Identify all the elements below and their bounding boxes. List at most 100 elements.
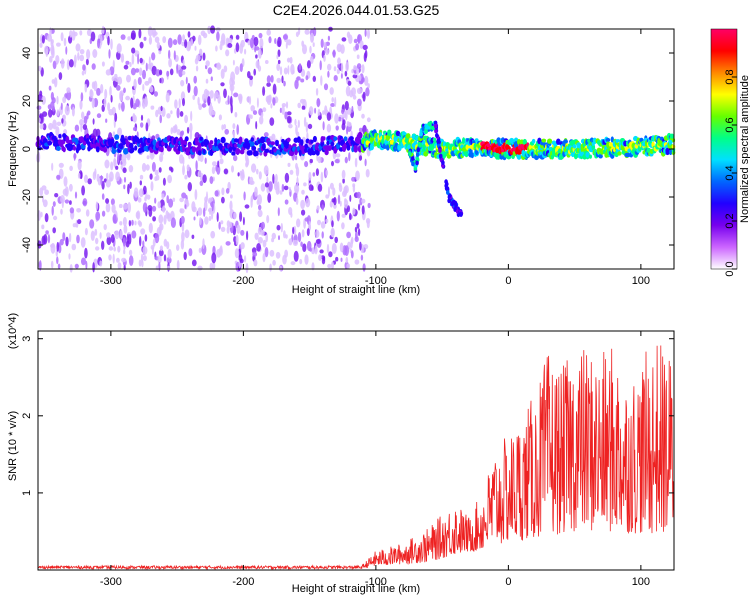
- noise-blob: [277, 207, 280, 217]
- noise-blob: [338, 184, 343, 192]
- noise-blob: [319, 249, 324, 254]
- noise-blob: [172, 197, 176, 202]
- noise-blob: [155, 174, 160, 181]
- noise-blob: [116, 257, 120, 263]
- noise-blob: [77, 160, 82, 171]
- noise-blob: [356, 223, 360, 229]
- noise-blob: [302, 243, 307, 252]
- noise-blob: [204, 216, 209, 225]
- noise-blob: [180, 215, 185, 224]
- noise-blob: [352, 184, 356, 193]
- noise-blob: [137, 197, 142, 203]
- noise-blob: [344, 70, 348, 77]
- branch-cell: [416, 147, 421, 153]
- noise-blob: [41, 185, 47, 191]
- noise-blob: [131, 47, 136, 54]
- band-cell: [202, 148, 206, 154]
- noise-blob: [351, 176, 356, 182]
- noise-blob: [286, 115, 292, 124]
- branch-cell: [417, 141, 422, 147]
- noise-blob: [233, 92, 239, 98]
- noise-blob: [265, 60, 269, 64]
- noise-blob: [300, 241, 303, 247]
- noise-blob: [120, 34, 126, 40]
- noise-blob: [205, 60, 210, 67]
- spectrogram-x-ticks: -300 -200 -100 0 100: [100, 29, 650, 287]
- band-cell: [231, 151, 236, 156]
- noise-blob: [261, 111, 264, 118]
- noise-blob: [283, 185, 289, 191]
- noise-blob: [294, 79, 299, 90]
- noise-blob: [221, 33, 226, 45]
- noise-blob: [74, 191, 78, 199]
- noise-blob: [256, 199, 260, 205]
- noise-blob: [320, 38, 324, 48]
- noise-blob: [202, 174, 207, 184]
- band-cell: [343, 136, 348, 142]
- noise-blob: [101, 180, 105, 190]
- noise-blob: [254, 186, 258, 197]
- noise-blob: [263, 132, 269, 138]
- noise-blob: [139, 180, 142, 186]
- noise-blob: [210, 25, 216, 34]
- noise-blob: [346, 126, 349, 135]
- noise-blob: [112, 214, 117, 224]
- noise-blob: [316, 97, 321, 108]
- noise-blob: [300, 199, 305, 210]
- noise-blob: [245, 157, 250, 167]
- noise-blob: [85, 260, 88, 270]
- branch-cell: [428, 121, 432, 127]
- noise-blob: [331, 243, 337, 254]
- noise-blob: [84, 83, 88, 93]
- noise-blob: [333, 75, 338, 82]
- noise-blob: [96, 87, 101, 96]
- noise-blob: [279, 190, 283, 195]
- noise-blob: [328, 251, 333, 258]
- noise-blob: [340, 62, 344, 73]
- snr-y-ticks: 1 2 3: [21, 336, 674, 496]
- noise-blob: [320, 75, 323, 86]
- noise-blob: [105, 118, 108, 123]
- noise-blob: [123, 203, 128, 210]
- band-cell: [199, 136, 203, 141]
- noise-blob: [293, 250, 299, 262]
- noise-blob: [312, 172, 316, 177]
- band-cell: [174, 143, 179, 148]
- noise-blob: [176, 259, 180, 270]
- noise-blob: [113, 157, 117, 167]
- noise-blob: [42, 199, 48, 208]
- noise-blob: [92, 128, 98, 138]
- noise-blob: [118, 103, 121, 111]
- noise-blob: [147, 26, 153, 37]
- noise-blob: [79, 49, 85, 55]
- noise-blob: [154, 36, 160, 43]
- noise-blob: [236, 224, 241, 234]
- colorbar-ticks: 0.0 0.2 0.4 0.6 0.8: [724, 69, 737, 277]
- noise-blob: [209, 207, 212, 216]
- noise-blob: [294, 184, 300, 194]
- noise-blob: [187, 182, 192, 192]
- noise-blob: [53, 215, 58, 221]
- band-cell: [220, 136, 226, 144]
- noise-blob: [255, 54, 258, 59]
- noise-blob: [281, 75, 284, 84]
- noise-blob: [284, 199, 289, 205]
- noise-blob: [217, 160, 220, 168]
- branch-cell: [438, 148, 442, 154]
- band-cell: [312, 135, 317, 143]
- noise-blob: [314, 107, 317, 114]
- noise-blob: [46, 34, 53, 42]
- noise-blob: [89, 219, 95, 229]
- noise-blob: [85, 209, 90, 217]
- noise-blob: [320, 221, 326, 229]
- noise-blob: [292, 239, 298, 246]
- noise-blob: [64, 105, 70, 116]
- band-cell: [85, 133, 90, 140]
- noise-blob: [250, 105, 255, 112]
- noise-blob: [339, 242, 344, 253]
- noise-blob: [160, 105, 163, 112]
- noise-blob: [56, 95, 59, 105]
- noise-blob: [309, 32, 315, 43]
- branch-cell: [444, 179, 448, 185]
